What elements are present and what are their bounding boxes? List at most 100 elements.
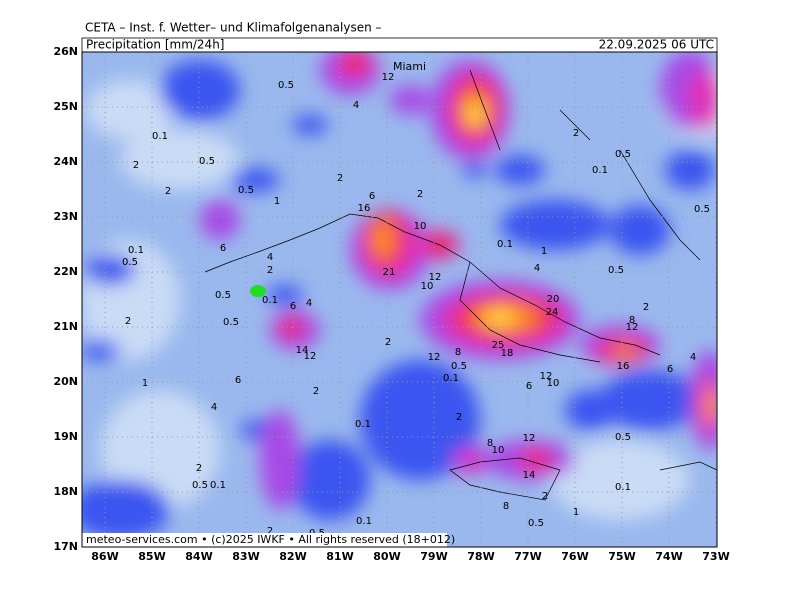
- contour-label: 0.5: [615, 432, 631, 443]
- header-valid: 22.09.2025 06 UTC: [599, 38, 714, 52]
- lon-tick-label: 75W: [608, 550, 635, 563]
- contour-label: 8: [487, 438, 493, 449]
- contour-label: 0.1: [615, 482, 631, 493]
- contour-label: 6: [526, 381, 532, 392]
- precip-blob: [485, 310, 515, 326]
- lat-tick-label: 23N: [53, 210, 78, 223]
- precip-blob: [687, 70, 717, 130]
- contour-label: 12: [304, 351, 317, 362]
- contour-label: 12: [428, 352, 441, 363]
- precip-blob: [550, 440, 690, 520]
- contour-label: 2: [643, 302, 649, 313]
- contour-label: 12: [540, 371, 553, 382]
- contour-label: 0.5: [238, 185, 254, 196]
- contour-label: 4: [267, 252, 273, 263]
- contour-label: 2: [165, 186, 171, 197]
- precip-blobs: [82, 52, 717, 540]
- precip-blob: [282, 320, 302, 336]
- contour-label: 1: [541, 246, 547, 257]
- place-label: Miami: [393, 60, 426, 73]
- lon-tick-label: 85W: [138, 550, 165, 563]
- contour-label: 0.1: [443, 373, 459, 384]
- contour-label: 0.1: [128, 245, 144, 256]
- precip-blob: [292, 115, 328, 135]
- contour-label: 2: [125, 316, 131, 327]
- lat-tick-label: 19N: [53, 430, 78, 443]
- precip-blob: [82, 340, 120, 360]
- precip-blob: [230, 168, 280, 192]
- lat-tick-label: 24N: [53, 155, 78, 168]
- contour-label: 2: [573, 128, 579, 139]
- contour-label: 24: [546, 307, 559, 318]
- contour-label: 18: [501, 348, 514, 359]
- contour-label: 6: [290, 301, 296, 312]
- contour-label: 0.5: [122, 257, 138, 268]
- precip-blob: [613, 344, 637, 356]
- contour-label: 1: [274, 196, 280, 207]
- precip-blob: [495, 155, 545, 185]
- contour-label: 2: [133, 160, 139, 171]
- contour-label: 1: [573, 507, 579, 518]
- lon-tick-label: 84W: [185, 550, 212, 563]
- contour-label: 2: [196, 463, 202, 474]
- contour-label: 0.1: [497, 239, 513, 250]
- lon-tick-label: 83W: [232, 550, 259, 563]
- precip-blob: [290, 440, 370, 520]
- lon-tick-label: 78W: [467, 550, 494, 563]
- contour-label: 0.1: [210, 480, 226, 491]
- contour-label: 14: [296, 345, 309, 356]
- contour-label: 0.1: [355, 419, 371, 430]
- contour-label: 10: [414, 221, 427, 232]
- grid: [82, 52, 717, 547]
- contour-label: 8: [629, 315, 635, 326]
- contour-label: 12: [382, 72, 395, 83]
- precip-blob: [600, 370, 700, 430]
- precip-blob: [467, 103, 483, 127]
- precip-blob: [160, 60, 240, 120]
- contour-label: 4: [534, 263, 540, 274]
- contour-label: 0.1: [152, 131, 168, 142]
- contour-label: 10: [547, 378, 560, 389]
- footer: meteo-services.com • (c)2025 IWKF • All …: [86, 533, 455, 546]
- contour-label: 10: [492, 445, 505, 456]
- footer-box: [82, 533, 447, 547]
- precip-blob: [360, 360, 480, 480]
- lon-tick-label: 74W: [655, 550, 682, 563]
- contour-label: 21: [383, 267, 396, 278]
- contour-label: 4: [306, 298, 312, 309]
- lat-tick-label: 22N: [53, 265, 78, 278]
- contour-label: 0.5: [615, 149, 631, 160]
- lat-tick-label: 20N: [53, 375, 78, 388]
- precip-blob: [463, 162, 487, 178]
- precip-blob: [390, 85, 430, 115]
- precip-blob: [704, 385, 717, 425]
- contour-label: 0.1: [262, 295, 278, 306]
- contour-label: 0.1: [592, 165, 608, 176]
- contour-label: 1: [142, 378, 148, 389]
- contour-label: 20: [547, 294, 560, 305]
- precip-blob: [665, 150, 715, 190]
- precip-blob: [525, 452, 549, 468]
- contour-label: 0.5: [608, 265, 624, 276]
- contour-label: 2: [385, 337, 391, 348]
- precip-blob: [460, 452, 484, 472]
- contour-label: 2: [417, 189, 423, 200]
- contour-label: 0.5: [215, 290, 231, 301]
- precip-blob: [610, 205, 670, 255]
- coastline: [204, 69, 717, 501]
- lon-tick-label: 80W: [373, 550, 400, 563]
- contour-label: 0.5: [694, 204, 710, 215]
- contour-label: 4: [353, 100, 359, 111]
- precip-blob: [82, 480, 170, 540]
- precip-blob: [343, 52, 367, 72]
- contour-label: 10: [421, 281, 434, 292]
- precip-blob: [200, 200, 240, 240]
- lon-tick-label: 73W: [702, 550, 729, 563]
- precip-blob: [260, 410, 300, 510]
- contour-label: 0.5: [223, 317, 239, 328]
- lat-tick-label: 18N: [53, 485, 78, 498]
- lat-tick-label: 21N: [53, 320, 78, 333]
- contour-label: 12: [523, 433, 536, 444]
